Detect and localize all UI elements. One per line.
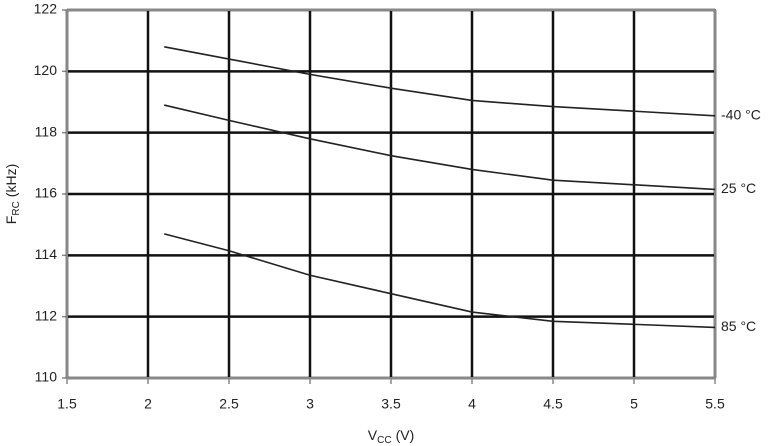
x-axis-label: VCC (V): [368, 427, 414, 446]
x-tick-label: 5: [630, 396, 638, 412]
x-tick-label: 5.5: [705, 396, 725, 412]
y-tick-label: 114: [35, 246, 58, 262]
x-tick-label: 4.5: [543, 396, 563, 412]
series-line: [164, 46, 716, 117]
y-tick-label: 112: [35, 307, 58, 323]
x-tick-label: 2.5: [219, 396, 239, 412]
y-axis-label: FRC (kHz): [3, 164, 22, 224]
y-label-symbol: F: [3, 216, 19, 225]
y-label-unit: (kHz): [3, 164, 19, 197]
x-tick-label: 1.5: [57, 396, 77, 412]
y-tick-label: 116: [35, 185, 58, 201]
y-tick-label: 122: [34, 1, 58, 17]
x-tick-label: 3: [306, 396, 314, 412]
x-tick-label: 2: [144, 396, 152, 412]
series-label: 25 °C: [721, 180, 756, 196]
y-tick-label: 120: [34, 62, 58, 78]
y-tick-label: 118: [35, 123, 58, 139]
x-label-symbol: V: [368, 427, 378, 443]
plot-frame: [66, 9, 716, 379]
y-label-subscript: RC: [11, 201, 22, 215]
x-label-subscript: CC: [377, 435, 391, 446]
series-line: [163, 233, 716, 329]
y-tick-label: 110: [35, 369, 58, 385]
series-label: -40 °C: [721, 107, 761, 123]
series-line: [164, 104, 716, 191]
x-tick-label: 4: [468, 396, 476, 412]
series-label: 85 °C: [721, 318, 756, 334]
x-label-unit: (V): [396, 427, 415, 443]
x-tick-label: 3.5: [381, 396, 401, 412]
